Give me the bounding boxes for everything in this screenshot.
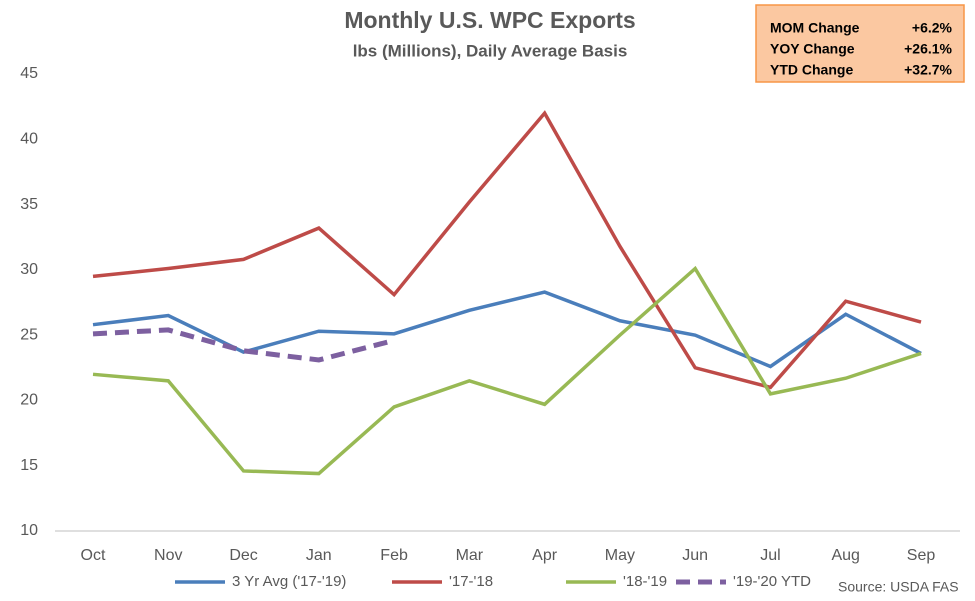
- x-tick-label: Nov: [154, 547, 182, 564]
- series-line: [92, 110, 922, 390]
- source: Source: USDA FAS: [838, 579, 959, 595]
- legend-label: '17-'18: [449, 573, 493, 590]
- x-tick-label: Mar: [456, 547, 484, 564]
- info-value: +26.1%: [904, 41, 952, 57]
- y-tick-label: 45: [20, 65, 38, 82]
- info-label: YTD Change: [770, 62, 853, 78]
- chart-subtitle: lbs (Millions), Daily Average Basis: [353, 41, 628, 60]
- info-box: [755, 4, 965, 83]
- x-tick-label: Apr: [532, 547, 558, 564]
- x-tick-label: Dec: [229, 547, 257, 564]
- x-tick-label: Jan: [306, 547, 332, 564]
- info-label: YOY Change: [770, 41, 855, 57]
- y-tick-label: 20: [20, 392, 38, 409]
- y-tick-label: 10: [20, 522, 38, 539]
- x-tick-label: May: [605, 547, 635, 564]
- chart-title: Monthly U.S. WPC Exports: [344, 7, 635, 33]
- x-tick-label: Sep: [907, 547, 936, 564]
- x-tick-label: Jun: [682, 547, 708, 564]
- legend-label: 3 Yr Avg ('17-'19): [232, 573, 346, 590]
- y-tick-label: 35: [20, 196, 38, 213]
- series-line: [92, 265, 922, 476]
- y-tick-label: 30: [20, 261, 38, 278]
- info-label: MOM Change: [770, 20, 860, 36]
- y-tick-label: 25: [20, 326, 38, 343]
- x-tick-label: Feb: [380, 547, 408, 564]
- y-tick-label: 40: [20, 131, 38, 148]
- y-tick-label: 15: [20, 457, 38, 474]
- info-value: +6.2%: [912, 20, 953, 36]
- info-value: +32.7%: [904, 62, 952, 78]
- x-tick-label: Jul: [760, 547, 780, 564]
- x-tick-label: Oct: [81, 547, 106, 564]
- x-tick-label: Aug: [831, 547, 859, 564]
- series-line: [92, 327, 395, 363]
- legend-label: '18-'19: [623, 573, 667, 590]
- legend-label: '19-'20 YTD: [733, 573, 811, 590]
